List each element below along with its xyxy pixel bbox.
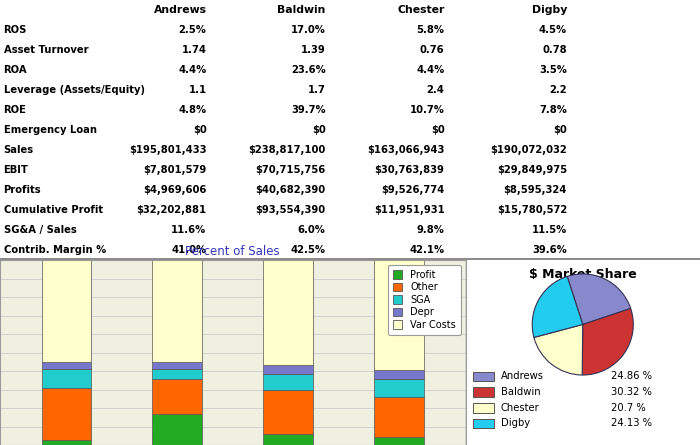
- Bar: [374, 260, 424, 370]
- Text: 11.6%: 11.6%: [172, 225, 206, 235]
- Text: 20.7 %: 20.7 %: [611, 403, 645, 413]
- Text: EBIT: EBIT: [4, 165, 29, 175]
- Text: 0.76: 0.76: [420, 45, 444, 55]
- Bar: [41, 388, 92, 441]
- Text: Sales: Sales: [4, 145, 34, 155]
- Bar: [374, 379, 424, 397]
- Text: $4,969,606: $4,969,606: [143, 185, 206, 195]
- Text: 10.7%: 10.7%: [410, 105, 444, 115]
- Bar: [153, 413, 202, 445]
- Text: $0: $0: [193, 125, 206, 135]
- Bar: [41, 441, 92, 445]
- Text: $7,801,579: $7,801,579: [144, 165, 206, 175]
- Text: $195,801,433: $195,801,433: [129, 145, 206, 155]
- Title: Percent of Sales: Percent of Sales: [186, 245, 280, 258]
- Text: Andrews: Andrews: [153, 5, 206, 15]
- Bar: [473, 419, 494, 429]
- Bar: [41, 369, 92, 388]
- Text: $238,817,100: $238,817,100: [248, 145, 326, 155]
- Text: $40,682,390: $40,682,390: [256, 185, 326, 195]
- Text: Chester: Chester: [500, 403, 540, 413]
- Text: 42.5%: 42.5%: [290, 245, 326, 255]
- Text: 5.8%: 5.8%: [416, 25, 444, 35]
- Text: $0: $0: [553, 125, 567, 135]
- Text: Emergency Loan: Emergency Loan: [4, 125, 97, 135]
- Text: 17.0%: 17.0%: [290, 25, 326, 35]
- Text: 30.32 %: 30.32 %: [611, 387, 652, 397]
- Bar: [263, 260, 313, 365]
- Text: Contrib. Margin %: Contrib. Margin %: [4, 245, 106, 255]
- Text: 41.0%: 41.0%: [172, 245, 206, 255]
- Text: 6.0%: 6.0%: [298, 225, 326, 235]
- Text: 1.39: 1.39: [301, 45, 326, 55]
- Text: 39.7%: 39.7%: [291, 105, 326, 115]
- Bar: [374, 437, 424, 445]
- Text: $ Market Share: $ Market Share: [529, 268, 636, 281]
- Text: $0: $0: [312, 125, 326, 135]
- Text: 1.7: 1.7: [307, 85, 326, 95]
- Text: $0: $0: [430, 125, 444, 135]
- Text: $9,526,774: $9,526,774: [382, 185, 444, 195]
- Text: 24.86 %: 24.86 %: [611, 371, 652, 381]
- Text: 7.8%: 7.8%: [539, 105, 567, 115]
- Text: 1.74: 1.74: [181, 45, 206, 55]
- Text: $93,554,390: $93,554,390: [256, 205, 326, 215]
- Text: 42.1%: 42.1%: [410, 245, 444, 255]
- Text: Digby: Digby: [500, 418, 530, 429]
- Bar: [153, 260, 202, 362]
- Text: $29,849,975: $29,849,975: [497, 165, 567, 175]
- Text: 3.5%: 3.5%: [539, 65, 567, 75]
- Text: Cumulative Profit: Cumulative Profit: [4, 205, 103, 215]
- Bar: [473, 388, 494, 397]
- Text: 2.2: 2.2: [550, 85, 567, 95]
- Text: 24.13 %: 24.13 %: [611, 418, 652, 429]
- Bar: [263, 434, 313, 445]
- Text: 4.5%: 4.5%: [539, 25, 567, 35]
- Bar: [41, 362, 92, 369]
- Text: Andrews: Andrews: [500, 371, 544, 381]
- Bar: [374, 370, 424, 379]
- Bar: [263, 365, 313, 374]
- Bar: [153, 369, 202, 380]
- Text: 4.8%: 4.8%: [178, 105, 206, 115]
- Text: Chester: Chester: [397, 5, 444, 15]
- Bar: [153, 380, 202, 413]
- Text: Profits: Profits: [4, 185, 41, 195]
- Text: 0.78: 0.78: [542, 45, 567, 55]
- Text: Digby: Digby: [531, 5, 567, 15]
- Text: 2.5%: 2.5%: [178, 25, 206, 35]
- Text: Baldwin: Baldwin: [500, 387, 540, 397]
- Text: 4.4%: 4.4%: [178, 65, 206, 75]
- Text: $70,715,756: $70,715,756: [256, 165, 326, 175]
- Bar: [153, 362, 202, 369]
- Text: $30,763,839: $30,763,839: [374, 165, 444, 175]
- Text: 23.6%: 23.6%: [290, 65, 326, 75]
- Text: SG&A / Sales: SG&A / Sales: [4, 225, 76, 235]
- Text: $190,072,032: $190,072,032: [490, 145, 567, 155]
- Text: $11,951,931: $11,951,931: [374, 205, 444, 215]
- Bar: [374, 397, 424, 437]
- Text: 4.4%: 4.4%: [416, 65, 444, 75]
- Text: $15,780,572: $15,780,572: [497, 205, 567, 215]
- Text: $32,202,881: $32,202,881: [136, 205, 206, 215]
- Bar: [263, 390, 313, 434]
- Text: ROS: ROS: [4, 25, 27, 35]
- Text: 39.6%: 39.6%: [532, 245, 567, 255]
- Bar: [473, 403, 494, 413]
- Text: 11.5%: 11.5%: [532, 225, 567, 235]
- Text: Asset Turnover: Asset Turnover: [4, 45, 88, 55]
- Text: 2.4: 2.4: [426, 85, 444, 95]
- Text: $8,595,324: $8,595,324: [503, 185, 567, 195]
- Text: 9.8%: 9.8%: [416, 225, 444, 235]
- Text: ROA: ROA: [4, 65, 27, 75]
- Bar: [41, 260, 92, 362]
- Text: Baldwin: Baldwin: [277, 5, 326, 15]
- Legend: Profit, Other, SGA, Depr, Var Costs: Profit, Other, SGA, Depr, Var Costs: [388, 265, 461, 335]
- Text: $163,066,943: $163,066,943: [367, 145, 444, 155]
- Text: 1.1: 1.1: [188, 85, 206, 95]
- Text: ROE: ROE: [4, 105, 27, 115]
- Text: Leverage (Assets/Equity): Leverage (Assets/Equity): [4, 85, 144, 95]
- Bar: [263, 374, 313, 390]
- Bar: [473, 372, 494, 381]
